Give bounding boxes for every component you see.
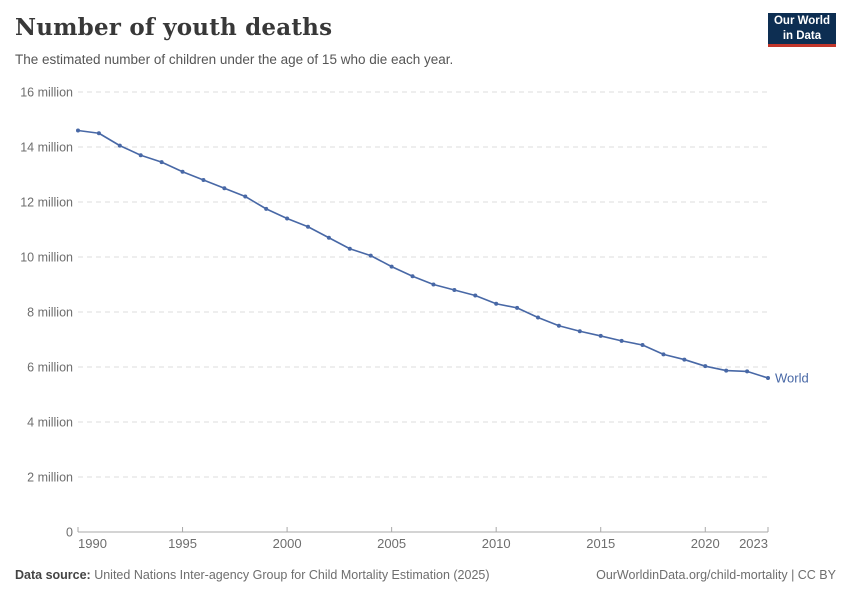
data-source-text: United Nations Inter-agency Group for Ch… [90, 568, 490, 582]
data-point [76, 128, 80, 133]
data-point [703, 364, 708, 369]
x-axis-label: 1995 [168, 536, 197, 551]
data-point [368, 253, 373, 258]
x-axis-label: 2005 [377, 536, 406, 551]
data-point [243, 194, 248, 199]
x-axis-label: 1990 [78, 536, 107, 551]
data-point [536, 315, 540, 320]
chart-footer: Data source: United Nations Inter-agency… [15, 568, 836, 582]
y-axis-label: 10 million [20, 251, 73, 265]
data-point [264, 206, 269, 211]
data-point [138, 153, 143, 158]
data-point [306, 224, 310, 229]
x-axis-label: 2010 [482, 536, 511, 551]
y-axis-label: 2 million [27, 471, 73, 485]
data-point [619, 338, 624, 343]
y-axis-label: 14 million [20, 141, 73, 155]
data-point [515, 305, 520, 310]
x-axis-label: 2000 [273, 536, 302, 551]
owid-logo[interactable]: Our World in Data [768, 13, 836, 47]
data-source-label: Data source: [15, 568, 91, 582]
y-axis-label: 4 million [27, 416, 73, 430]
series-label: World [775, 371, 809, 386]
chart-subtitle: The estimated number of children under t… [15, 52, 454, 67]
data-point [222, 186, 227, 191]
data-point [96, 131, 101, 136]
data-point [180, 169, 185, 174]
data-point [410, 274, 415, 279]
data-point [661, 352, 666, 357]
data-point [347, 246, 352, 251]
data-point [577, 329, 582, 334]
data-point [473, 293, 478, 298]
data-point [724, 368, 729, 373]
y-axis-label: 12 million [20, 196, 73, 210]
data-point [766, 376, 770, 380]
trend-line [77, 129, 769, 379]
x-axis-label: 2023 [739, 536, 768, 551]
data-point [682, 357, 687, 362]
data-point [745, 369, 750, 374]
x-axis-label: 2020 [691, 536, 720, 551]
data-point [389, 264, 394, 269]
data-point [117, 143, 122, 148]
owid-logo-line2: in Data [782, 29, 822, 42]
data-point [494, 301, 499, 306]
owid-logo-text: Our World in Data [774, 14, 830, 43]
data-point [431, 282, 436, 287]
y-axis-label: 6 million [27, 361, 73, 375]
data-point [452, 288, 457, 292]
data-point [326, 235, 331, 240]
page-title: Number of youth deaths [15, 14, 333, 41]
x-axis-label: 2015 [586, 536, 615, 551]
data-point [201, 178, 206, 182]
data-point [159, 160, 164, 165]
y-axis-label: 16 million [20, 86, 73, 100]
data-point [640, 343, 645, 347]
data-point [285, 216, 290, 221]
owid-logo-line1: Our World [773, 15, 830, 28]
data-source: Data source: United Nations Inter-agency… [15, 568, 490, 582]
data-point [598, 333, 603, 338]
credit-link[interactable]: OurWorldinData.org/child-mortality | CC … [596, 568, 836, 582]
y-axis-label: 8 million [27, 306, 73, 320]
y-axis-label: 0 [66, 526, 73, 540]
data-point [556, 323, 561, 328]
